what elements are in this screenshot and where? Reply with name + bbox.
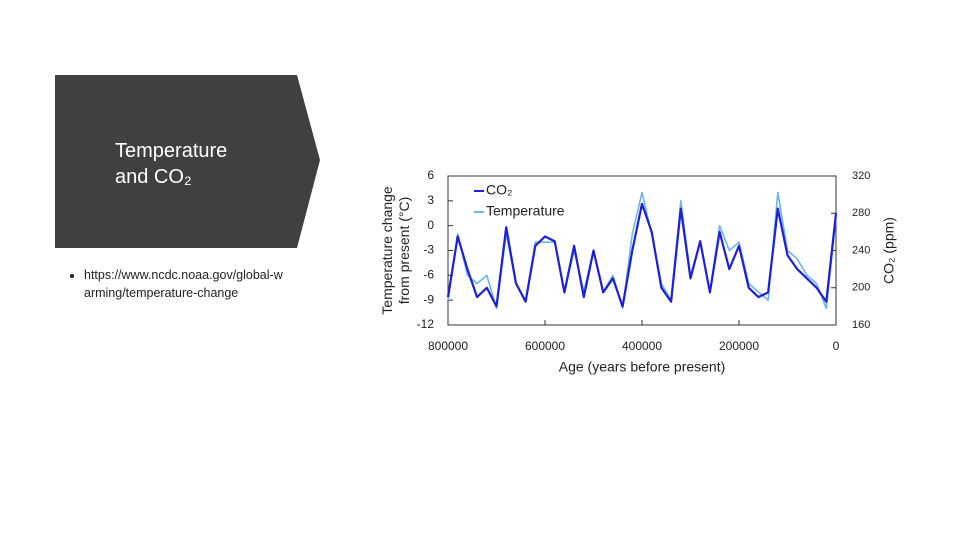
title-panel bbox=[55, 75, 320, 248]
y-tick-label: 0 bbox=[427, 218, 434, 232]
x-tick-label: 600000 bbox=[525, 339, 565, 353]
y2-tick-label: 320 bbox=[852, 170, 870, 182]
y-tick-label: -12 bbox=[417, 317, 435, 331]
y2-tick-label: 240 bbox=[852, 244, 870, 256]
x-tick-label: 200000 bbox=[719, 339, 759, 353]
x-axis-label: Age (years before present) bbox=[559, 359, 726, 375]
x-tick-label: 800000 bbox=[428, 339, 468, 353]
y2-axis-label: CO₂ (ppm) bbox=[881, 217, 897, 284]
bullet: https://www.ncdc.noaa.gov/global-warming… bbox=[84, 266, 284, 302]
y-tick-label: 3 bbox=[427, 193, 434, 207]
slide-title: Temperature and CO₂ bbox=[115, 140, 228, 188]
legend-label: CO₂ bbox=[486, 182, 512, 198]
y-tick-label: -3 bbox=[423, 243, 434, 257]
y-axis-label: Temperature changefrom present (°C) bbox=[379, 186, 412, 315]
x-tick-label: 0 bbox=[833, 339, 840, 353]
y-axis-label-line: from present (°C) bbox=[396, 197, 412, 305]
y-tick-label: -9 bbox=[423, 292, 434, 306]
y2-tick-label: 160 bbox=[852, 319, 870, 331]
bullet-list: https://www.ncdc.noaa.gov/global-warming… bbox=[70, 266, 284, 302]
legend-label: Temperature bbox=[486, 203, 565, 219]
y2-tick-label: 280 bbox=[852, 207, 870, 219]
y2-tick-label: 200 bbox=[852, 282, 870, 294]
series-line bbox=[446, 202, 838, 308]
x-tick-label: 400000 bbox=[622, 339, 662, 353]
y-tick-label: 6 bbox=[427, 168, 434, 182]
y-axis-label-line: Temperature change bbox=[379, 186, 395, 315]
y-tick-label: -6 bbox=[423, 268, 434, 282]
